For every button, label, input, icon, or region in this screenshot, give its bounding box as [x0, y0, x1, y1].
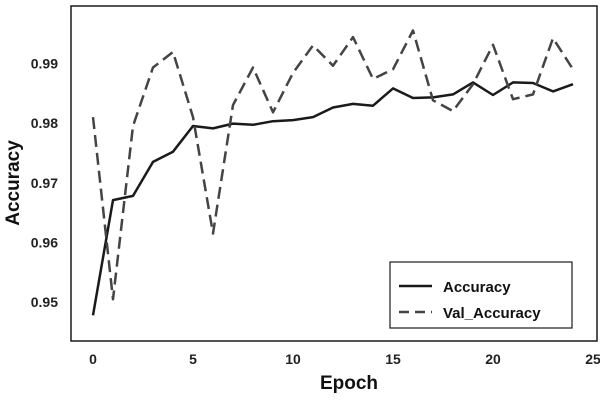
y-tick-label: 0.98	[31, 115, 58, 131]
x-tick-label: 15	[385, 351, 401, 367]
x-axis-label: Epoch	[320, 373, 378, 394]
y-axis-label: Accuracy	[3, 140, 24, 226]
x-tick-label: 10	[285, 351, 301, 367]
legend-box	[389, 261, 573, 329]
x-tick-label: 20	[485, 351, 501, 367]
legend-label-val-accuracy: Val_Accuracy	[443, 305, 541, 322]
y-tick-label: 0.99	[31, 55, 58, 71]
legend: Accuracy Val_Accuracy	[389, 261, 573, 329]
series-line-accuracy	[91, 81, 574, 316]
y-tick-label: 0.95	[31, 294, 58, 310]
x-tick-label: 5	[189, 351, 197, 367]
series-line-val-accuracy	[91, 29, 575, 301]
plot-lines	[91, 29, 575, 316]
y-tick-label: 0.96	[31, 235, 58, 251]
x-tick-labels: 0 5 10 15 20 25	[89, 351, 600, 367]
y-tick-labels: 0.95 0.96 0.97 0.98 0.99	[31, 55, 58, 310]
plot-frame	[70, 5, 598, 342]
x-tick-label: 25	[585, 351, 600, 367]
y-tick-label: 0.97	[31, 175, 58, 191]
legend-label-accuracy: Accuracy	[443, 279, 511, 296]
x-tick-label: 0	[89, 351, 97, 367]
